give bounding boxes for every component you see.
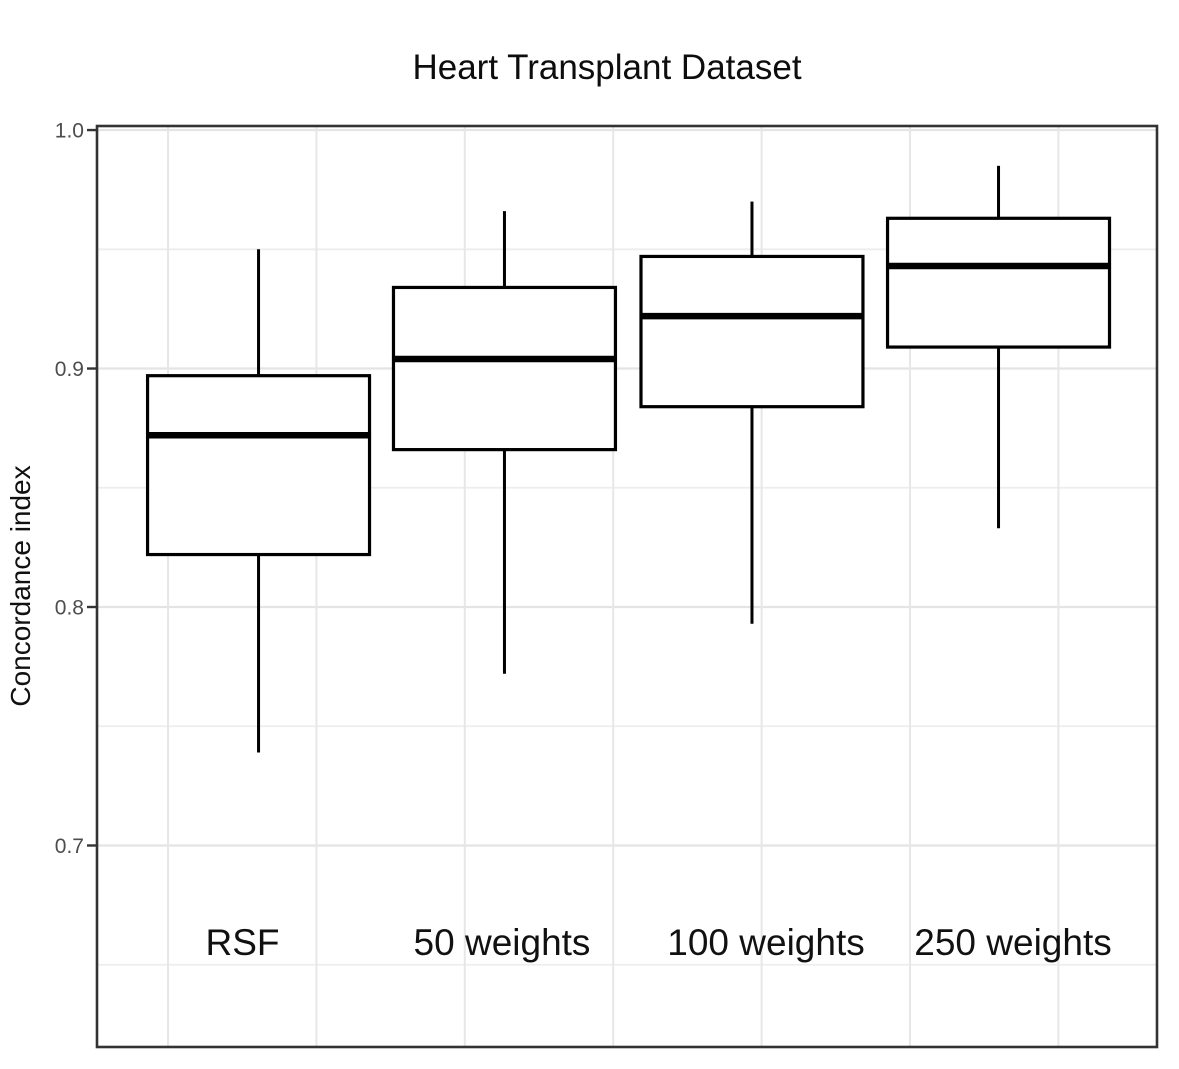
- y-tick-label: 0.9: [55, 358, 84, 381]
- iqr-box: [145, 374, 372, 557]
- boxplot-250-weights: [885, 165, 1112, 529]
- x-category-label: 100 weights: [667, 922, 864, 963]
- y-tick-label: 0.7: [55, 835, 84, 858]
- iqr-box: [885, 216, 1112, 349]
- chart-labels-layer: Heart Transplant Dataset Concordance ind…: [5, 48, 1112, 963]
- x-category-label: 50 weights: [414, 922, 591, 963]
- boxplot-rsf: [145, 249, 372, 753]
- boxplot-50-weights: [391, 211, 618, 674]
- chart-geometry-layer: [87, 124, 1159, 1049]
- chart-title: Heart Transplant Dataset: [412, 48, 801, 87]
- boxplot-100-weights: [639, 201, 865, 624]
- panel-border: [95, 124, 1159, 1049]
- y-tick-label: 0.8: [55, 596, 84, 619]
- y-tick-label: 1.0: [55, 119, 84, 142]
- iqr-box: [639, 254, 865, 409]
- x-category-label: RSF: [206, 922, 280, 963]
- x-category-label: 250 weights: [914, 922, 1111, 963]
- iqr-box: [391, 285, 618, 452]
- y-axis-title: Concordance index: [5, 465, 36, 706]
